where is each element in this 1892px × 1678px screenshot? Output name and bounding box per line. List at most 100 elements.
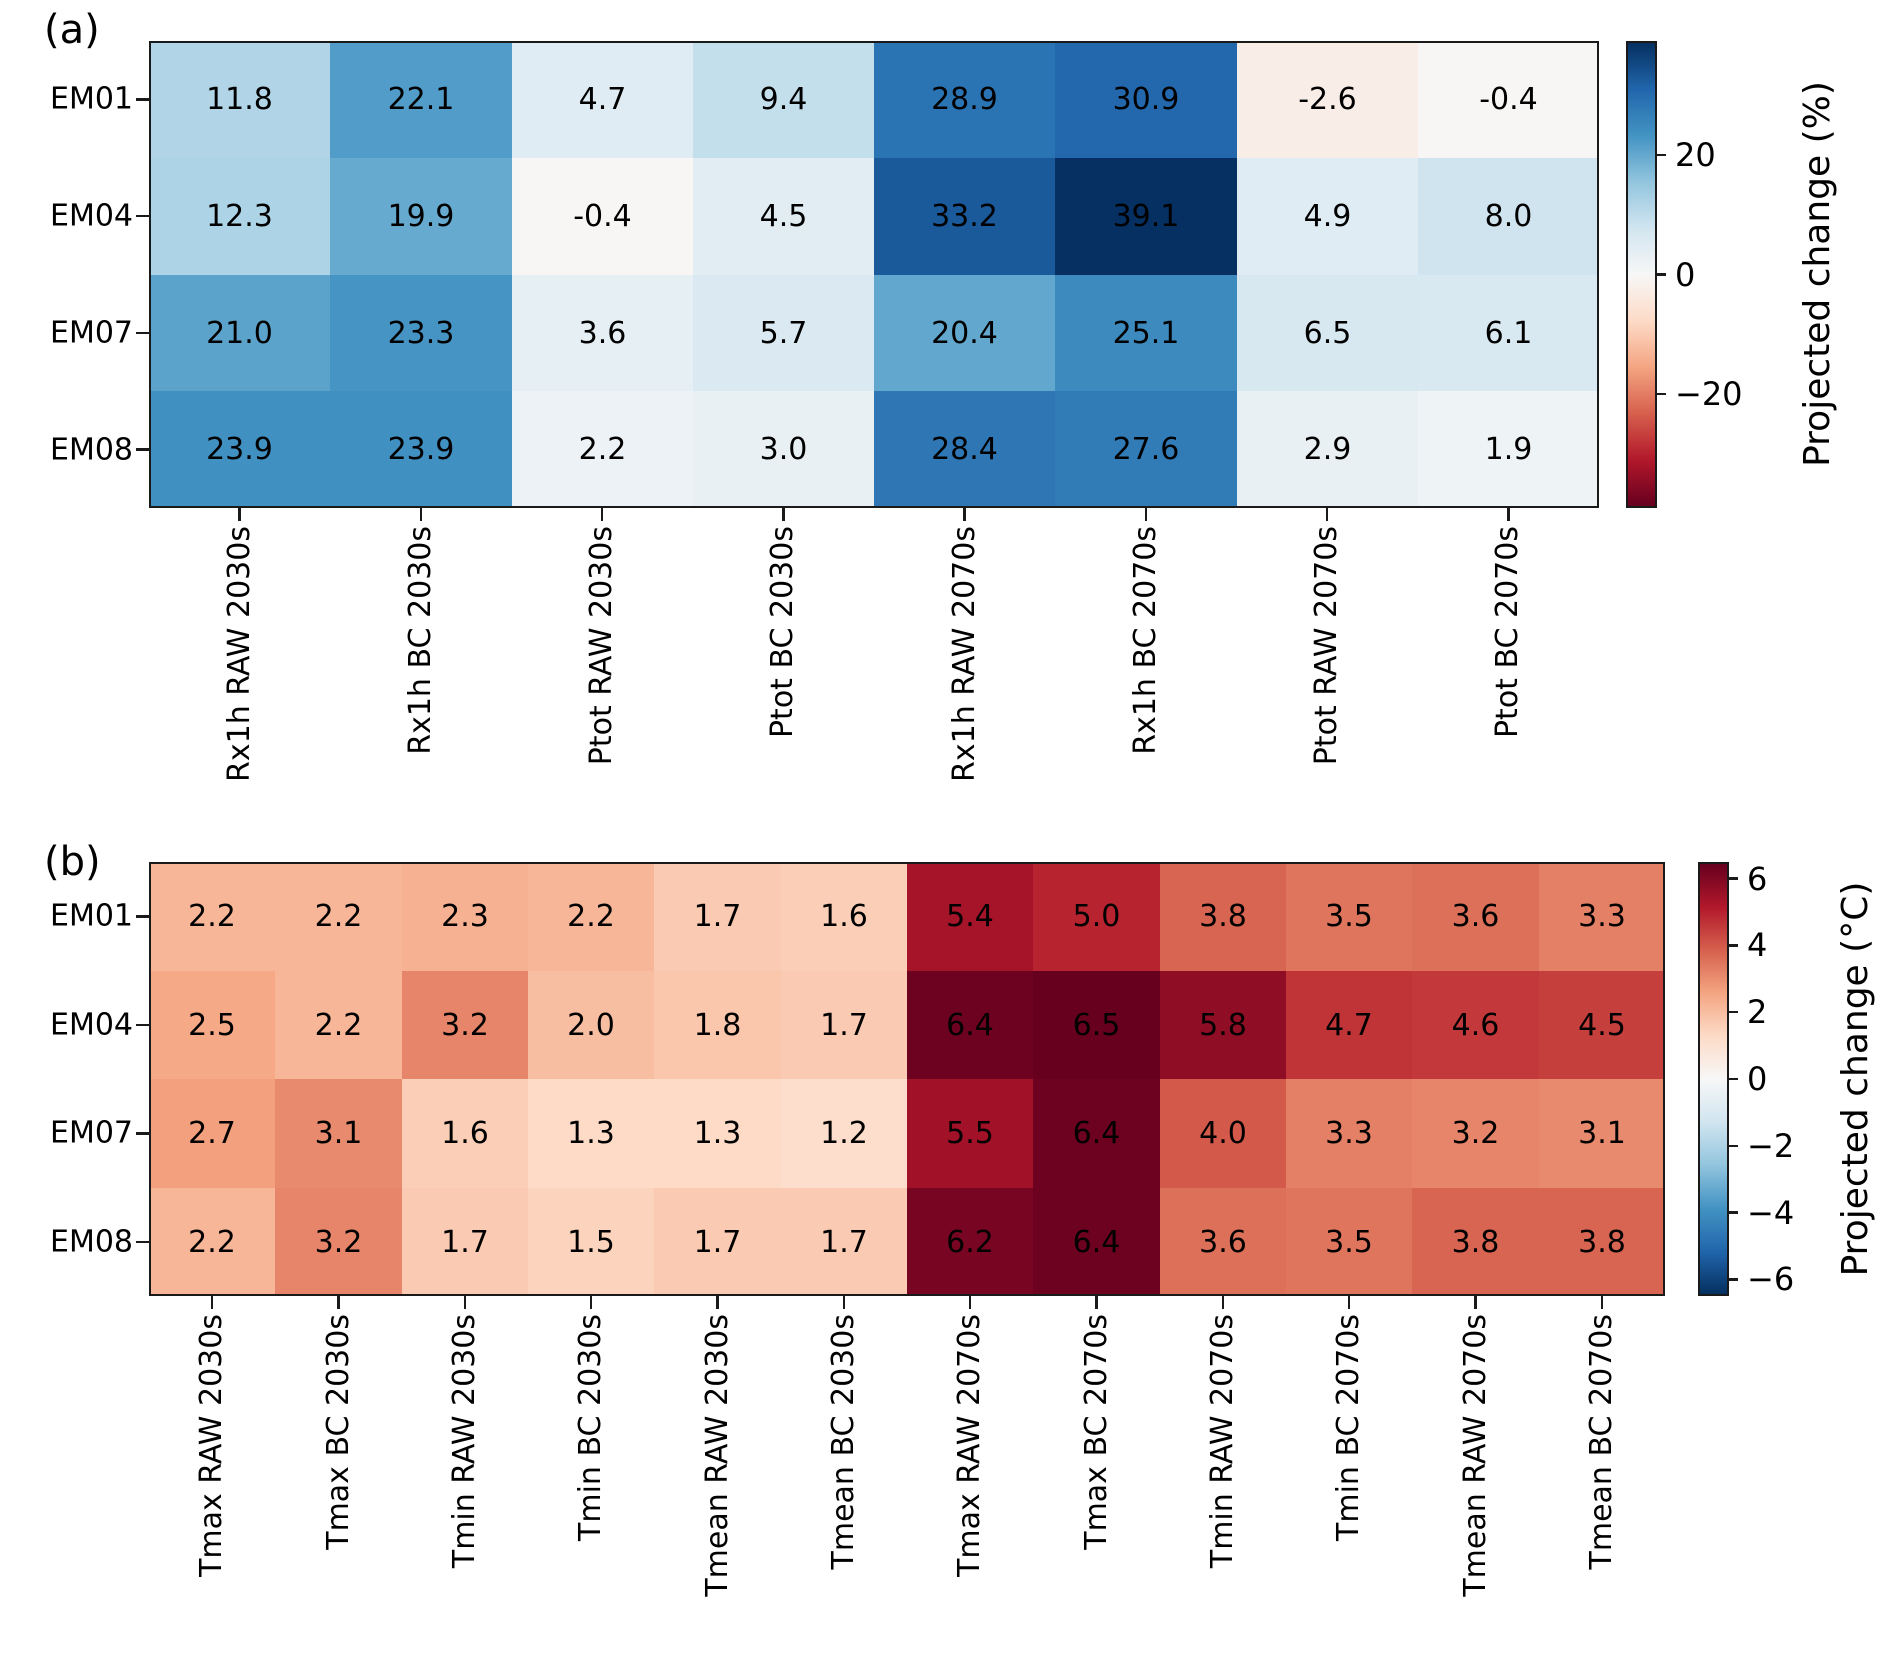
x-tick [1507, 508, 1510, 521]
heatmap-cell: 6.5 [1237, 275, 1418, 391]
heatmap-cell: 3.2 [1412, 1079, 1539, 1188]
heatmap-cell: 2.7 [149, 1079, 275, 1188]
colorbar-b-label: Projected change (°C) [1835, 881, 1876, 1277]
heatmap-cell: 28.9 [874, 41, 1055, 158]
colorbar-tick-label: −4 [1747, 1193, 1795, 1232]
heatmap-cell: 2.0 [528, 971, 654, 1079]
row-label: EM08 [49, 1224, 133, 1260]
x-tick [463, 1296, 467, 1309]
x-tick [337, 1296, 340, 1309]
column-label: Tmin BC 2030s [573, 1314, 609, 1541]
heatmap-cell: 25.1 [1055, 275, 1237, 391]
x-tick [1600, 1296, 1604, 1309]
heatmap-cell: 2.2 [275, 862, 402, 971]
column-label: Tmean BC 2030s [825, 1314, 861, 1570]
row-label: EM01 [49, 81, 133, 117]
y-tick [136, 915, 149, 918]
panel-b-label: (b) [44, 839, 101, 885]
heatmap-cell: 9.4 [693, 41, 874, 158]
heatmap-cell: 5.8 [1160, 971, 1286, 1079]
heatmap-cell: 30.9 [1055, 41, 1237, 158]
heatmap-cell: 4.9 [1237, 158, 1418, 275]
heatmap-cell: 6.4 [1033, 1188, 1160, 1296]
colorbar-tick [1727, 1144, 1738, 1148]
row-label: EM07 [49, 1115, 133, 1151]
heatmap-cell: 2.2 [149, 862, 275, 971]
heatmap-cell: 4.5 [693, 158, 874, 275]
x-tick [1325, 508, 1329, 521]
heatmap-cell: 2.2 [528, 862, 654, 971]
x-tick [210, 1296, 214, 1309]
panel-a-label: (a) [44, 7, 100, 53]
heatmap-cell: 28.4 [874, 391, 1055, 508]
x-tick [968, 1296, 972, 1309]
y-tick [136, 98, 149, 101]
column-label: Tmax BC 2070s [1078, 1314, 1114, 1550]
heatmap-cell: 20.4 [874, 275, 1055, 391]
heatmap-cell: 2.2 [512, 391, 693, 508]
column-label: Tmean BC 2070s [1583, 1314, 1619, 1570]
heatmap-cell: 19.9 [330, 158, 512, 275]
column-label: Tmin RAW 2030s [446, 1314, 482, 1569]
colorbar-tick-label: 0 [1747, 1060, 1768, 1098]
heatmap-cell: 33.2 [874, 158, 1055, 275]
colorbar [1698, 862, 1729, 1296]
heatmap-cell: -0.4 [512, 158, 693, 275]
column-label: Tmax RAW 2030s [194, 1314, 230, 1577]
heatmap-cell: 6.1 [1418, 275, 1599, 391]
colorbar-tick [1655, 392, 1666, 396]
colorbar-tick [1727, 1278, 1738, 1281]
heatmap-cell: 4.5 [1539, 971, 1665, 1079]
column-label: Tmax RAW 2070s [952, 1314, 988, 1577]
x-tick [782, 508, 785, 521]
heatmap-cell: 27.6 [1055, 391, 1237, 508]
colorbar-tick [1727, 877, 1738, 880]
column-label: Tmin RAW 2070s [1204, 1314, 1240, 1569]
heatmap-cell: 3.0 [693, 391, 874, 508]
colorbar-tick [1727, 944, 1738, 947]
heatmap-cell: 1.9 [1418, 391, 1599, 508]
heatmap-cell: 2.3 [402, 862, 528, 971]
heatmap-cell: 2.9 [1237, 391, 1418, 508]
heatmap-cell: 6.5 [1033, 971, 1160, 1079]
x-tick [1221, 1296, 1225, 1309]
heatmap-cell: 5.4 [907, 862, 1033, 971]
y-tick [136, 214, 149, 218]
x-tick [1474, 1296, 1477, 1309]
heatmap-cell: 39.1 [1055, 158, 1237, 275]
colorbar-tick-label: −6 [1747, 1260, 1795, 1299]
row-label: EM07 [49, 315, 133, 351]
heatmap-cell: 3.5 [1286, 862, 1412, 971]
colorbar-tick-label: 2 [1747, 993, 1768, 1032]
heatmap-cell: 3.6 [1412, 862, 1539, 971]
colorbar-tick [1727, 1010, 1738, 1014]
column-label: Tmax BC 2030s [320, 1314, 356, 1550]
heatmap-cell: 3.3 [1539, 862, 1665, 971]
heatmap-cell: 3.2 [275, 1188, 402, 1296]
heatmap-cell: 23.9 [330, 391, 512, 508]
y-tick [136, 331, 149, 335]
colorbar-tick [1655, 273, 1666, 276]
heatmap-cell: 4.6 [1412, 971, 1539, 1079]
heatmap-cell: 5.5 [907, 1079, 1033, 1188]
x-tick [842, 1296, 846, 1309]
heatmap-cell: 3.8 [1412, 1188, 1539, 1296]
heatmap-cell: 6.2 [907, 1188, 1033, 1296]
heatmap-cell: 2.5 [149, 971, 275, 1079]
row-label: EM08 [49, 432, 133, 468]
heatmap-cell: 11.8 [149, 41, 330, 158]
heatmap-cell: 1.7 [654, 1188, 781, 1296]
heatmap-cell: 5.0 [1033, 862, 1160, 971]
x-tick [1095, 1296, 1098, 1309]
heatmap-cell: 3.2 [402, 971, 528, 1079]
colorbar-tick-label: 6 [1747, 859, 1768, 898]
colorbar-a-label: Projected change (%) [1797, 81, 1838, 467]
heatmap-cell: 5.7 [693, 275, 874, 391]
heatmap-cell: -2.6 [1237, 41, 1418, 158]
heatmap-cell: 23.9 [149, 391, 330, 508]
heatmap-cell: 12.3 [149, 158, 330, 275]
colorbar-tick-label: −2 [1747, 1126, 1795, 1165]
heatmap-cell: 6.4 [907, 971, 1033, 1079]
